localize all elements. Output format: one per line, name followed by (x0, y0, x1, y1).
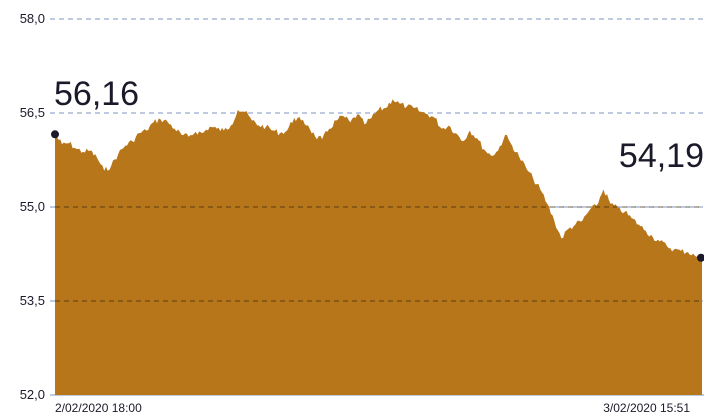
y-tick-label: 55,0 (20, 199, 45, 214)
y-axis-ticks: 52,0 53,5 55,0 56,5 58,0 (20, 11, 45, 402)
y-tick-label: 58,0 (20, 11, 45, 26)
price-area (55, 99, 702, 395)
x-label-start: 2/02/2020 18:00 (55, 401, 142, 415)
start-marker (51, 130, 59, 139)
x-label-end: 3/02/2020 15:51 (603, 401, 690, 415)
end-value-label: 54,19 (619, 137, 704, 175)
start-value-label: 56,16 (54, 75, 139, 113)
y-tick-label: 53,5 (20, 293, 45, 308)
y-tick-label: 52,0 (20, 387, 45, 402)
markers (51, 130, 704, 262)
y-tick-label: 56,5 (20, 105, 45, 120)
end-marker (697, 253, 704, 262)
